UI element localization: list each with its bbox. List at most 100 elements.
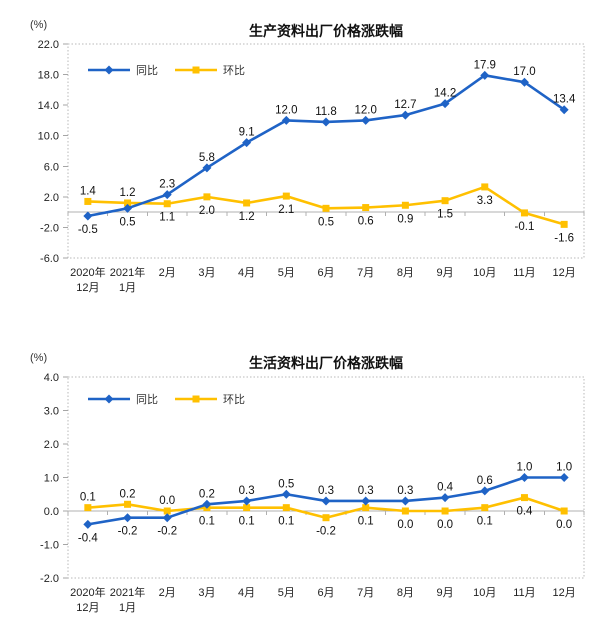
data-label: 1.0	[556, 462, 572, 474]
x-axis-tick-label: 2月	[159, 267, 176, 279]
x-axis-tick-label: 3月	[198, 587, 215, 599]
x-axis-tick-label: 10月	[473, 587, 496, 599]
series-mom-marker	[520, 494, 528, 502]
legend-mom-marker	[192, 66, 200, 74]
x-axis-tick-label: 1月	[119, 282, 136, 294]
x-axis-tick-label: 8月	[397, 267, 414, 279]
series-mom-marker	[520, 209, 528, 217]
data-label: 1.2	[239, 211, 255, 223]
data-label: 0.1	[278, 516, 294, 528]
x-axis-tick-label: 4月	[238, 267, 255, 279]
series-mom-marker	[84, 197, 92, 205]
x-axis-tick-label: 5月	[278, 267, 295, 279]
data-label: 0.6	[358, 216, 374, 228]
x-axis-tick-label: 7月	[357, 587, 374, 599]
legend-yoy-label: 同比	[136, 64, 158, 77]
data-label: 0.1	[239, 516, 255, 528]
y-axis-tick-label: 1.0	[44, 473, 59, 485]
consumer-goods-plot: 4.0 3.0 2.0 1.0 0.0 -1.0 -2.0 2020年 12月 2021年 1月 2月…	[40, 372, 585, 614]
data-label: 17.9	[474, 59, 496, 71]
series-yoy-labels: -0.5 0.5 2.3 5.8 9.1 12.0 11.8 12.0 12.7 14.2 17.9…	[78, 59, 576, 236]
series-mom-marker	[163, 200, 171, 208]
data-label: 1.1	[159, 212, 175, 224]
x-axis-tick-label: 6月	[317, 267, 334, 279]
y-axis-unit-label: (%)	[30, 352, 48, 364]
consumer-goods-chart-title: 生活资料出厂价格涨跌幅	[249, 355, 403, 371]
data-label: 12.7	[394, 99, 416, 111]
series-yoy-marker	[440, 99, 450, 109]
data-label: 5.8	[199, 152, 215, 164]
data-label: -0.2	[157, 526, 177, 538]
data-label: 0.1	[358, 516, 374, 528]
series-mom-marker	[124, 199, 132, 207]
data-label: 0.5	[120, 216, 136, 228]
x-axis-tick-label: 9月	[437, 587, 454, 599]
series-yoy-marker	[519, 77, 529, 87]
series-mom-marker	[282, 192, 290, 200]
series-mom-marker	[84, 504, 92, 512]
y-axis-tick-label: -2.0	[40, 573, 59, 585]
data-label: 2.0	[199, 205, 215, 217]
legend-yoy-label: 同比	[136, 393, 158, 406]
legend-mom-label: 环比	[223, 64, 245, 77]
series-mom-marker	[282, 504, 290, 512]
series-mom-marker	[481, 504, 489, 512]
series-mom-marker	[362, 204, 370, 212]
data-label: 0.4	[516, 506, 533, 518]
series-mom-marker	[322, 204, 330, 212]
producer-goods-plot: 22.018.014.010.06.02.0-2.0-6.02020年12月20…	[38, 39, 585, 294]
data-label: 0.5	[278, 478, 294, 490]
legend-mom-label: 环比	[223, 393, 245, 406]
data-label: 1.2	[120, 187, 136, 199]
data-label: 3.3	[477, 195, 493, 207]
y-axis: 4.0 3.0 2.0 1.0 0.0 -1.0 -2.0	[40, 372, 68, 585]
series-mom-marker	[560, 507, 568, 515]
data-label: -0.4	[78, 532, 98, 544]
series-yoy-marker	[559, 105, 569, 115]
x-axis-tick-label: 2021年	[110, 585, 145, 599]
plot-border	[67, 43, 585, 259]
data-label: 0.9	[397, 213, 413, 225]
y-axis-tick-label: -2.0	[40, 222, 59, 234]
data-label: 0.1	[80, 492, 96, 504]
x-axis-tick-label: 2月	[159, 587, 176, 599]
series-yoy-marker	[480, 70, 490, 80]
series-yoy	[83, 473, 569, 529]
data-label: -0.1	[515, 221, 535, 233]
y-axis-tick-label: 2.0	[44, 439, 59, 451]
y-axis-tick-label: 2.0	[44, 192, 59, 204]
consumer-goods-chart: (%) 生活资料出厂价格涨跌幅 4.0 3.0 2.0 1.0 0.0 -1.0 -2.0 2…	[0, 320, 600, 636]
series-yoy-marker	[202, 499, 212, 509]
series-yoy-marker	[281, 115, 291, 125]
x-axis-tick-label: 12月	[76, 282, 99, 294]
x-axis: 2020年 12月 2021年 1月 2月 3月 4月 5月 6月 7月 8月 9月 10月 11月 12月	[70, 265, 576, 294]
x-axis-tick-label: 11月	[513, 587, 535, 599]
series-mom-marker	[560, 220, 568, 228]
y-axis-tick-label: -1.0	[40, 540, 59, 552]
data-label: 0.0	[556, 519, 572, 531]
x-axis-tick-label: 1月	[119, 602, 136, 614]
data-label: 1.4	[80, 185, 97, 197]
data-label: 13.4	[553, 94, 576, 106]
series-yoy-marker	[361, 115, 371, 125]
series-yoy-marker	[162, 513, 172, 523]
series-mom-marker	[124, 500, 132, 508]
series-mom	[84, 494, 568, 522]
series-mom-labels: 0.1 0.2 0.0 0.1 0.1 0.1 -0.2 0.1 0.0 0.0 0.1 0.4 0.0	[80, 488, 572, 537]
x-axis-tick-label: 3月	[198, 267, 215, 279]
data-label: 0.4	[437, 482, 454, 494]
series-yoy-marker	[361, 496, 371, 506]
series-mom-marker	[401, 507, 409, 515]
y-axis-tick-label: 4.0	[44, 372, 59, 384]
data-label: 0.3	[239, 485, 255, 497]
data-label: -0.5	[78, 224, 98, 236]
legend: 同比 环比	[88, 393, 245, 406]
series-yoy-marker	[321, 117, 331, 127]
x-axis-tick-label: 12月	[553, 587, 576, 599]
data-label: 0.0	[397, 519, 413, 531]
producer-goods-chart: (%) 生产资料出厂价格涨跌幅 22.0 18.0 14.0 10.0 6.0 2.0 -2…	[30, 19, 585, 294]
x-axis-tick-label: 6月	[317, 587, 334, 599]
data-label: 1.0	[516, 462, 532, 474]
series-yoy-marker	[519, 473, 529, 482]
